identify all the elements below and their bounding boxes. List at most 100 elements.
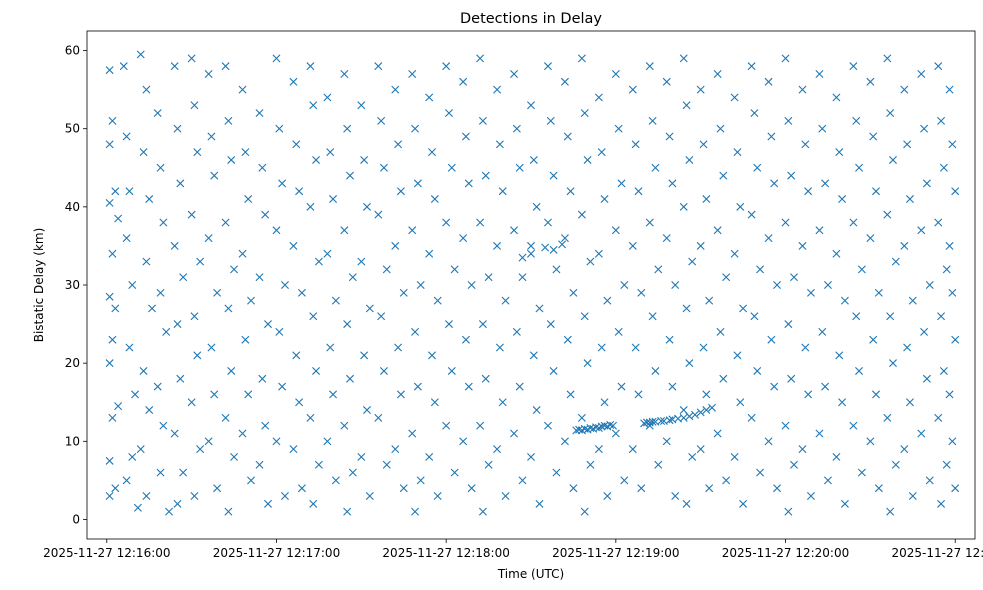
data-point-marker — [886, 109, 895, 118]
data-point-marker — [411, 507, 420, 516]
data-point-marker — [360, 351, 369, 360]
data-point-marker — [869, 335, 878, 344]
data-point-marker — [295, 398, 304, 407]
data-point-marker — [433, 296, 442, 305]
data-point-marker — [620, 281, 629, 289]
data-point-marker — [648, 417, 657, 426]
y-tick-label: 50 — [65, 122, 80, 136]
data-point-marker — [105, 198, 114, 207]
data-point-marker — [512, 327, 521, 336]
data-point-marker — [306, 62, 315, 71]
data-point-marker — [730, 93, 739, 102]
data-point-marker — [665, 132, 674, 141]
data-point-marker — [159, 421, 168, 430]
data-point-marker — [560, 77, 569, 86]
data-point-marker — [708, 403, 716, 412]
data-point-marker — [416, 476, 425, 485]
data-point-marker — [329, 390, 338, 399]
data-point-marker — [733, 351, 742, 360]
data-point-marker — [849, 62, 858, 71]
data-point-marker — [122, 476, 131, 485]
data-point-marker — [408, 429, 417, 438]
data-point-marker — [105, 359, 114, 368]
data-point-marker — [346, 171, 354, 180]
data-point-marker — [261, 421, 270, 430]
data-point-marker — [730, 249, 739, 258]
data-point-marker — [272, 226, 281, 235]
data-point-marker — [705, 296, 714, 305]
data-point-marker — [753, 366, 762, 375]
data-point-marker — [527, 241, 535, 250]
data-point-marker — [343, 507, 352, 516]
data-point-marker — [801, 343, 810, 352]
data-point-marker — [917, 69, 926, 78]
data-point-marker — [258, 374, 267, 383]
data-point-marker — [122, 234, 131, 243]
data-point-marker — [447, 163, 456, 172]
data-point-marker — [312, 366, 321, 375]
data-point-marker — [577, 54, 586, 63]
data-point-marker — [527, 101, 535, 110]
data-point-marker — [773, 484, 782, 493]
data-point-marker — [224, 507, 233, 516]
data-point-marker — [543, 421, 552, 430]
data-point-marker — [925, 476, 934, 485]
data-point-marker — [139, 148, 148, 157]
data-point-marker — [464, 179, 473, 188]
data-point-marker — [255, 460, 264, 469]
data-point-marker — [309, 312, 318, 321]
data-point-marker — [614, 327, 623, 336]
data-point-marker — [331, 476, 340, 485]
data-point-marker — [682, 304, 691, 313]
data-point-marker — [872, 187, 881, 196]
data-point-marker — [153, 382, 162, 391]
data-point-marker — [413, 179, 422, 188]
data-point-marker — [908, 492, 917, 501]
data-point-marker — [699, 140, 708, 149]
data-point-marker — [309, 101, 318, 110]
data-point-marker — [948, 140, 957, 149]
data-point-marker — [679, 54, 688, 63]
data-point-marker — [461, 132, 470, 141]
data-point-marker — [476, 54, 485, 63]
data-point-marker — [498, 187, 507, 196]
data-point-marker — [108, 413, 117, 422]
data-point-marker — [170, 241, 179, 250]
data-point-marker — [173, 124, 182, 133]
data-point-marker — [832, 452, 841, 461]
data-point-marker — [702, 195, 711, 204]
data-point-marker — [747, 413, 756, 422]
data-point-marker — [196, 257, 205, 266]
data-point-marker — [264, 320, 272, 329]
y-axis: 0 10 20 30 40 50 60 — [65, 44, 87, 526]
data-point-marker — [478, 320, 487, 329]
data-point-marker — [292, 351, 301, 360]
data-point-marker — [340, 69, 349, 78]
data-point-marker — [425, 249, 434, 258]
data-point-marker — [430, 398, 439, 407]
data-point-marker — [394, 343, 403, 352]
data-point-marker — [396, 390, 405, 399]
data-point-marker — [628, 241, 637, 250]
data-point-marker — [447, 366, 456, 375]
data-point-marker — [750, 312, 759, 321]
data-point-marker — [739, 304, 748, 313]
data-point-marker — [857, 265, 866, 274]
data-point-marker — [527, 249, 535, 258]
data-point-marker — [374, 413, 383, 422]
data-point-marker — [464, 382, 473, 391]
data-point-marker — [688, 257, 697, 266]
data-point-marker — [442, 62, 451, 71]
data-point-marker — [493, 445, 502, 454]
data-point-marker — [696, 445, 705, 454]
data-point-marker — [747, 62, 756, 71]
data-point-marker — [512, 124, 521, 133]
data-point-marker — [594, 249, 603, 258]
data-point-marker — [187, 54, 196, 63]
data-point-marker — [756, 265, 765, 274]
data-point-marker — [917, 226, 926, 235]
y-tick-label: 30 — [65, 278, 80, 292]
data-point-marker — [617, 382, 626, 391]
data-point-marker — [170, 429, 179, 438]
data-point-marker — [872, 390, 881, 399]
